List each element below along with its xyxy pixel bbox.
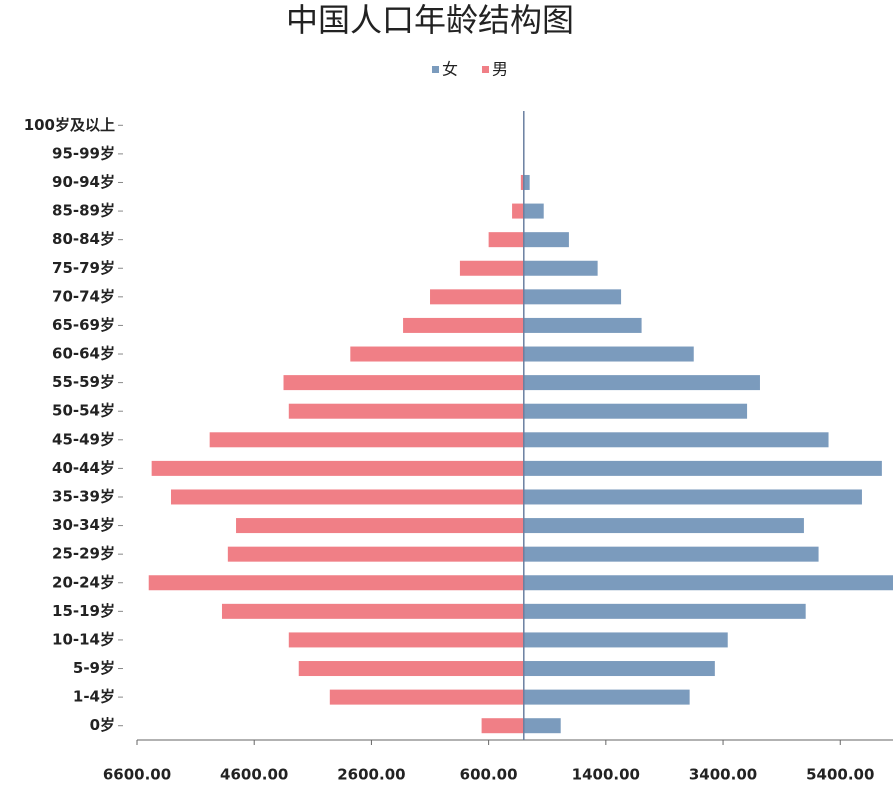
bar [520,174,524,190]
bar [459,260,524,276]
y-tick-label: 85-89岁 [52,202,115,220]
y-tick-label: 35-39岁 [52,487,115,505]
bar [430,289,524,305]
y-tick-label: 60-64岁 [52,345,115,363]
y-tick-label: 100岁及以上 [24,116,115,134]
x-tick-label: 1400.00 [572,766,640,784]
bar [227,546,524,562]
bar [170,489,524,505]
y-tick-label: 90-94岁 [52,173,115,191]
y-tick-label: 65-69岁 [52,316,115,334]
chart-title: 中国人口年龄结构图 [286,1,574,39]
y-tick-label: 5-9岁 [73,659,115,677]
y-tick-label: 95-99岁 [52,144,115,162]
y-tick-label: 30-34岁 [52,516,115,534]
bar [523,460,882,476]
bar [209,432,524,448]
bar [523,489,862,505]
bar [236,518,524,534]
bar [283,375,524,391]
legend-swatch [482,66,489,73]
legend-swatch [432,66,439,73]
bar [523,203,544,219]
bar [288,632,524,648]
bar [523,632,728,648]
bar [523,289,622,305]
legend-label: 女 [442,60,458,79]
x-tick-label: 6600.00 [103,766,171,784]
bar [298,661,524,677]
bar [523,603,806,619]
x-tick-label: 5400.00 [806,766,874,784]
y-tick-label: 10-14岁 [52,630,115,648]
bar [523,575,893,591]
bar [523,518,804,534]
bar [488,232,524,248]
x-tick-label: 3400.00 [689,766,757,784]
bar [523,260,598,276]
bar [523,346,694,362]
bar [523,718,561,734]
bar [523,689,690,705]
y-tick-label: 25-29岁 [52,545,115,563]
x-tick-label: 2600.00 [337,766,405,784]
bar [221,603,524,619]
y-tick-label: 75-79岁 [52,259,115,277]
bar [481,718,524,734]
y-tick-label: 80-84岁 [52,230,115,248]
legend-label: 男 [492,60,508,79]
bar [523,317,642,333]
bar [512,203,524,219]
bar [148,575,524,591]
bar [523,174,530,190]
bar [523,403,748,419]
y-tick-label: 15-19岁 [52,602,115,620]
y-tick-label: 70-74岁 [52,287,115,305]
y-tick-label: 40-44岁 [52,459,115,477]
x-tick-label: 600.00 [460,766,518,784]
x-tick-label: 4600.00 [220,766,288,784]
bar [329,689,524,705]
bar [523,432,829,448]
y-tick-label: 50-54岁 [52,402,115,420]
bar [288,403,524,419]
y-tick-label: 45-49岁 [52,430,115,448]
y-tick-label: 0岁 [90,716,115,734]
bar [350,346,524,362]
y-tick-label: 20-24岁 [52,573,115,591]
bar [523,232,569,248]
bar [523,375,760,391]
bar [151,460,524,476]
y-tick-label: 55-59岁 [52,373,115,391]
y-tick-label: 1-4岁 [73,688,115,706]
bar [403,317,524,333]
bar [523,546,819,562]
bar [523,661,715,677]
